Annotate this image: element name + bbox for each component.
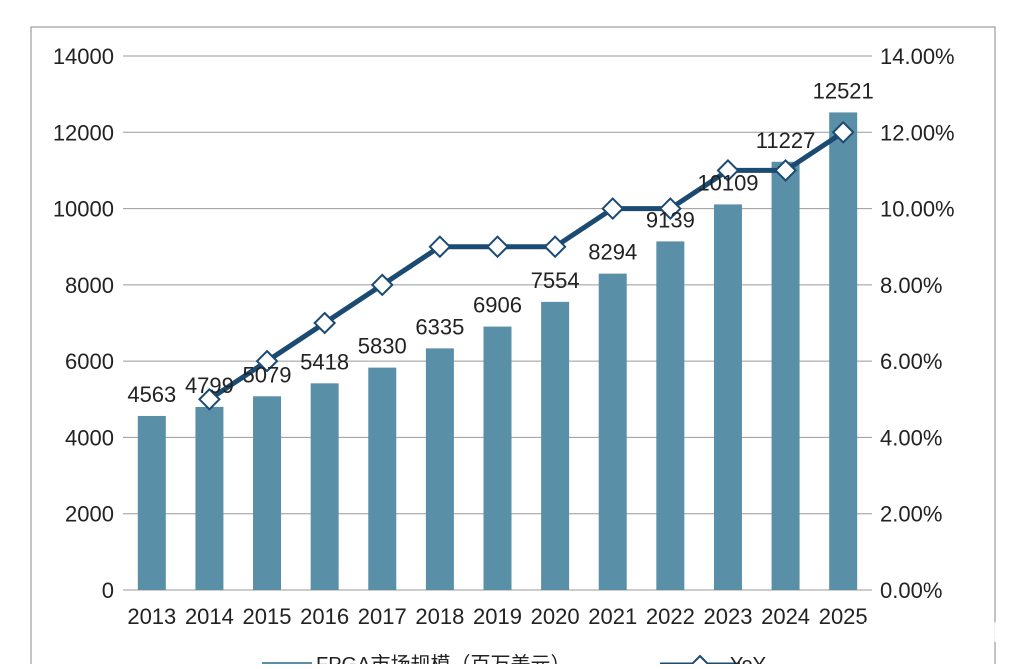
bar bbox=[541, 301, 570, 590]
right-axis: 0.00% 2.00% 4.00% 6.00% 8.00% 10.00% 12.00% 14.… bbox=[880, 44, 955, 603]
x-axis: 2013 2014 2015 2016 2017 2018 2019 2020 2021 2022… bbox=[127, 604, 867, 629]
bar-data-label: 11227 bbox=[756, 128, 816, 153]
yoy-marker bbox=[313, 311, 337, 335]
yoy-marker bbox=[198, 387, 221, 411]
bar-series bbox=[137, 112, 858, 591]
bar bbox=[483, 326, 512, 590]
bar-data-label: 9139 bbox=[646, 207, 695, 232]
left-tick-label: 4000 bbox=[65, 425, 114, 450]
left-tick-label: 0 bbox=[102, 578, 114, 603]
bar bbox=[195, 406, 224, 590]
yoy-marker bbox=[370, 273, 394, 297]
left-tick-label: 14000 bbox=[53, 44, 114, 69]
yoy-marker bbox=[428, 235, 452, 259]
bar-data-label: 8294 bbox=[588, 240, 637, 265]
bar bbox=[137, 415, 166, 590]
yoy-marker bbox=[543, 235, 567, 259]
bar-data-labels: 4563 4799 5079 5418 5830 6335 6906 7554 8294 9139… bbox=[127, 78, 873, 407]
x-tick-label: 2016 bbox=[300, 604, 349, 629]
left-axis: 0 2000 4000 6000 8000 10000 12000 14000 bbox=[53, 44, 114, 603]
right-tick-label: 8.00% bbox=[880, 273, 942, 298]
bar bbox=[656, 241, 685, 591]
bar bbox=[829, 112, 858, 591]
legend-line-label: YoY bbox=[730, 654, 766, 664]
x-tick-label: 2023 bbox=[703, 604, 752, 629]
left-tick-label: 8000 bbox=[65, 273, 114, 298]
bar bbox=[368, 367, 397, 590]
bar bbox=[598, 273, 627, 590]
x-tick-label: 2020 bbox=[531, 604, 580, 629]
bar-data-label: 10109 bbox=[697, 170, 758, 195]
right-tick-label: 0.00% bbox=[880, 578, 942, 603]
bar-data-label: 12521 bbox=[813, 78, 874, 103]
bar-data-label: 5830 bbox=[358, 334, 407, 359]
x-tick-label: 2021 bbox=[588, 604, 637, 629]
yoy-marker bbox=[774, 159, 797, 182]
x-tick-label: 2013 bbox=[127, 604, 176, 629]
x-tick-label: 2019 bbox=[473, 604, 522, 629]
yoy-marker bbox=[255, 349, 279, 373]
x-tick-label: 2022 bbox=[646, 604, 695, 629]
left-tick-label: 6000 bbox=[65, 349, 114, 374]
bar-data-label: 5418 bbox=[300, 349, 349, 374]
right-tick-label: 2.00% bbox=[880, 502, 942, 527]
bar bbox=[713, 204, 742, 590]
bar-data-label: 6335 bbox=[415, 314, 464, 339]
x-tick-label: 2017 bbox=[358, 604, 407, 629]
bar bbox=[310, 383, 339, 590]
bar-data-label: 5079 bbox=[243, 362, 292, 387]
bar-data-label: 7554 bbox=[531, 268, 580, 293]
right-tick-label: 12.00% bbox=[880, 120, 955, 145]
left-tick-label: 2000 bbox=[65, 502, 114, 527]
left-tick-label: 12000 bbox=[53, 120, 114, 145]
yoy-marker bbox=[716, 159, 740, 182]
bar bbox=[253, 396, 282, 590]
watermark: 头条 @灵巧光束 bbox=[853, 622, 1006, 645]
x-tick-label: 2024 bbox=[761, 604, 810, 629]
x-tick-label: 2014 bbox=[185, 604, 234, 629]
x-tick-label: 2015 bbox=[243, 604, 292, 629]
bar-data-label: 4563 bbox=[127, 382, 176, 407]
x-tick-label: 2025 bbox=[819, 604, 868, 629]
yoy-marker bbox=[831, 120, 855, 144]
yoy-marker bbox=[486, 235, 509, 259]
left-tick-label: 10000 bbox=[53, 197, 114, 222]
yoy-marker bbox=[658, 197, 682, 220]
right-tick-label: 10.00% bbox=[880, 197, 955, 222]
right-tick-label: 6.00% bbox=[880, 349, 942, 374]
yoy-marker bbox=[601, 197, 625, 220]
bar-data-label: 4799 bbox=[185, 373, 234, 398]
bar-data-label: 6906 bbox=[473, 293, 522, 318]
right-tick-label: 14.00% bbox=[880, 44, 955, 69]
x-tick-label: 2018 bbox=[415, 604, 464, 629]
yoy-markers bbox=[198, 120, 855, 411]
right-tick-label: 4.00% bbox=[880, 425, 942, 450]
bar bbox=[425, 348, 454, 590]
legend-bar-label: FPGA市场规模（百万美元） bbox=[316, 653, 570, 664]
bar bbox=[771, 161, 800, 590]
